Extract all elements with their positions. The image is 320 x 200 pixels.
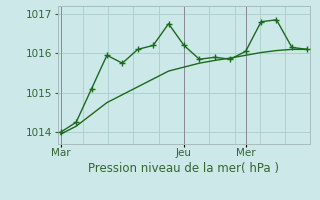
X-axis label: Pression niveau de la mer( hPa ): Pression niveau de la mer( hPa ) (89, 162, 279, 175)
